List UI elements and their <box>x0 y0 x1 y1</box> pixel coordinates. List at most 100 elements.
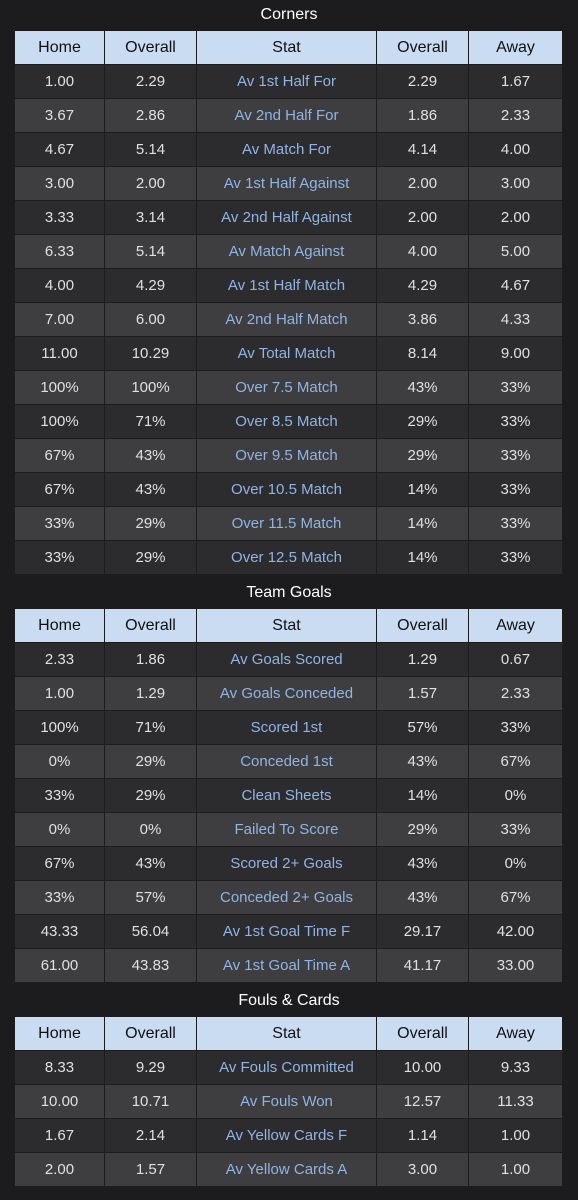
cell-overall-home: 100% <box>104 370 197 405</box>
stat-link[interactable]: Failed To Score <box>196 812 377 847</box>
cell-home: 0% <box>14 744 105 779</box>
cell-overall-away: 4.00 <box>376 234 469 269</box>
cell-overall-away: 41.17 <box>376 948 469 983</box>
cell-overall-away: 1.86 <box>376 98 469 133</box>
stat-link[interactable]: Av Total Match <box>196 336 377 371</box>
cell-overall-home: 29% <box>104 540 197 575</box>
column-header-overall-away[interactable]: Overall <box>376 608 469 643</box>
cell-away: 42.00 <box>468 914 563 949</box>
section-title: Team Goals <box>246 584 332 601</box>
stat-link[interactable]: Av Fouls Committed <box>196 1050 377 1085</box>
column-header-overall-home[interactable]: Overall <box>104 608 197 643</box>
stat-link[interactable]: Av Goals Conceded <box>196 676 377 711</box>
table-row: 67% 43% Over 10.5 Match 14% 33% <box>14 472 563 507</box>
table-row: 0% 29% Conceded 1st 43% 67% <box>14 744 563 779</box>
stat-link[interactable]: Av 1st Goal Time F <box>196 914 377 949</box>
cell-away: 2.00 <box>468 200 563 235</box>
cell-away: 0.67 <box>468 642 563 677</box>
table-row: 3.33 3.14 Av 2nd Half Against 2.00 2.00 <box>14 200 563 235</box>
stat-link[interactable]: Av Yellow Cards F <box>196 1118 377 1153</box>
table-row: 67% 43% Scored 2+ Goals 43% 0% <box>14 846 563 881</box>
stat-link[interactable]: Av Yellow Cards A <box>196 1152 377 1187</box>
table-row: 100% 100% Over 7.5 Match 43% 33% <box>14 370 563 405</box>
cell-overall-home: 1.86 <box>104 642 197 677</box>
cell-overall-home: 9.29 <box>104 1050 197 1085</box>
column-header-home[interactable]: Home <box>14 1016 105 1051</box>
cell-away: 11.33 <box>468 1084 563 1119</box>
section-title: Corners <box>260 6 318 23</box>
cell-overall-away: 29% <box>376 404 469 439</box>
stat-link[interactable]: Av 1st Half For <box>196 64 377 99</box>
stat-link[interactable]: Av 2nd Half For <box>196 98 377 133</box>
stat-link[interactable]: Over 11.5 Match <box>196 506 377 541</box>
stat-link[interactable]: Over 12.5 Match <box>196 540 377 575</box>
header-row: Home Overall Stat Overall Away <box>14 608 563 643</box>
stat-link[interactable]: Av Goals Scored <box>196 642 377 677</box>
column-header-overall-home[interactable]: Overall <box>104 1016 197 1051</box>
column-header-home[interactable]: Home <box>14 30 105 65</box>
cell-home: 100% <box>14 404 105 439</box>
cell-overall-home: 43% <box>104 846 197 881</box>
column-header-away[interactable]: Away <box>468 1016 563 1051</box>
stat-link[interactable]: Av Match For <box>196 132 377 167</box>
cell-overall-home: 0% <box>104 812 197 847</box>
stat-link[interactable]: Scored 2+ Goals <box>196 846 377 881</box>
cell-overall-away: 2.00 <box>376 200 469 235</box>
column-header-overall-away[interactable]: Overall <box>376 30 469 65</box>
table-row: 0% 0% Failed To Score 29% 33% <box>14 812 563 847</box>
stat-link[interactable]: Conceded 2+ Goals <box>196 880 377 915</box>
cell-home: 0% <box>14 812 105 847</box>
column-header-home[interactable]: Home <box>14 608 105 643</box>
cell-home: 100% <box>14 710 105 745</box>
stat-link[interactable]: Av 1st Half Match <box>196 268 377 303</box>
table-row: 10.00 10.71 Av Fouls Won 12.57 11.33 <box>14 1084 563 1119</box>
cell-overall-home: 43% <box>104 472 197 507</box>
stat-link[interactable]: Av Fouls Won <box>196 1084 377 1119</box>
column-header-stat[interactable]: Stat <box>196 608 377 643</box>
stat-link[interactable]: Over 8.5 Match <box>196 404 377 439</box>
stat-link[interactable]: Av 1st Goal Time A <box>196 948 377 983</box>
table-row: 33% 29% Over 12.5 Match 14% 33% <box>14 540 563 575</box>
column-header-stat[interactable]: Stat <box>196 30 377 65</box>
cell-away: 1.67 <box>468 64 563 99</box>
stats-table: Home Overall Stat Overall Away 1.00 2.29 Av 1st… <box>14 30 563 575</box>
cell-overall-away: 29.17 <box>376 914 469 949</box>
column-header-away[interactable]: Away <box>468 30 563 65</box>
cell-overall-away: 12.57 <box>376 1084 469 1119</box>
cell-overall-home: 5.14 <box>104 234 197 269</box>
stat-link[interactable]: Over 7.5 Match <box>196 370 377 405</box>
stat-link[interactable]: Av 2nd Half Against <box>196 200 377 235</box>
table-row: 1.00 1.29 Av Goals Conceded 1.57 2.33 <box>14 676 563 711</box>
cell-overall-home: 1.57 <box>104 1152 197 1187</box>
cell-away: 4.67 <box>468 268 563 303</box>
cell-home: 33% <box>14 540 105 575</box>
stat-link[interactable]: Scored 1st <box>196 710 377 745</box>
cell-away: 33% <box>468 438 563 473</box>
cell-overall-away: 2.29 <box>376 64 469 99</box>
stat-link[interactable]: Av Match Against <box>196 234 377 269</box>
cell-home: 67% <box>14 472 105 507</box>
cell-away: 33% <box>468 404 563 439</box>
stat-link[interactable]: Over 10.5 Match <box>196 472 377 507</box>
cell-home: 33% <box>14 778 105 813</box>
column-header-overall-home[interactable]: Overall <box>104 30 197 65</box>
column-header-overall-away[interactable]: Overall <box>376 1016 469 1051</box>
cell-away: 33% <box>468 710 563 745</box>
stat-link[interactable]: Over 9.5 Match <box>196 438 377 473</box>
cell-overall-home: 43% <box>104 438 197 473</box>
cell-overall-home: 29% <box>104 506 197 541</box>
cell-home: 7.00 <box>14 302 105 337</box>
stat-link[interactable]: Av 2nd Half Match <box>196 302 377 337</box>
cell-overall-away: 3.00 <box>376 1152 469 1187</box>
cell-away: 9.33 <box>468 1050 563 1085</box>
column-header-away[interactable]: Away <box>468 608 563 643</box>
column-header-stat[interactable]: Stat <box>196 1016 377 1051</box>
cell-overall-home: 5.14 <box>104 132 197 167</box>
stat-link[interactable]: Conceded 1st <box>196 744 377 779</box>
cell-home: 3.33 <box>14 200 105 235</box>
cell-overall-home: 6.00 <box>104 302 197 337</box>
stat-link[interactable]: Clean Sheets <box>196 778 377 813</box>
cell-overall-home: 29% <box>104 778 197 813</box>
stat-link[interactable]: Av 1st Half Against <box>196 166 377 201</box>
cell-home: 33% <box>14 880 105 915</box>
